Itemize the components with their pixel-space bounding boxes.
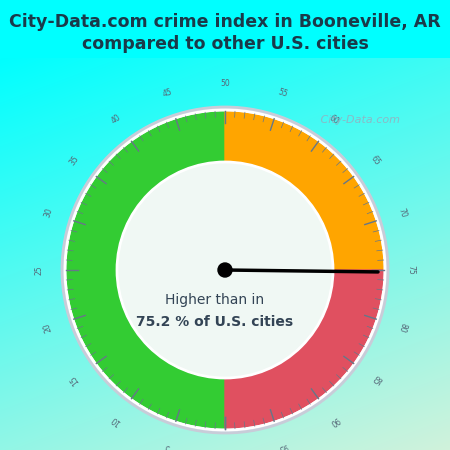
Text: 55: 55 (276, 87, 288, 99)
Circle shape (117, 162, 333, 378)
Text: 85: 85 (369, 373, 382, 386)
Text: 20: 20 (42, 321, 54, 333)
Circle shape (62, 107, 388, 433)
Text: 5: 5 (164, 442, 171, 450)
Bar (0, 0, 450, 58)
Text: 50: 50 (220, 80, 230, 89)
Text: 15: 15 (68, 373, 81, 386)
Polygon shape (225, 112, 383, 270)
Text: 65: 65 (369, 154, 382, 167)
Circle shape (218, 263, 232, 277)
Text: 75: 75 (406, 265, 415, 275)
Text: 45: 45 (162, 87, 174, 99)
Text: 90: 90 (328, 414, 341, 427)
Text: City-Data.com: City-Data.com (317, 115, 400, 125)
Text: compared to other U.S. cities: compared to other U.S. cities (81, 35, 369, 53)
Text: 75.2 % of U.S. cities: 75.2 % of U.S. cities (136, 315, 293, 329)
Text: 35: 35 (68, 154, 81, 167)
Circle shape (63, 108, 387, 432)
Text: 30: 30 (42, 207, 54, 219)
Text: Higher than in: Higher than in (166, 293, 265, 307)
Text: 95: 95 (276, 441, 288, 450)
Text: 40: 40 (109, 113, 122, 126)
Text: 10: 10 (109, 414, 122, 427)
Polygon shape (67, 112, 225, 428)
Text: City-Data.com crime index in Booneville, AR: City-Data.com crime index in Booneville,… (9, 13, 441, 31)
Text: 80: 80 (396, 321, 408, 333)
Text: 70: 70 (396, 207, 408, 219)
Text: 60: 60 (328, 113, 341, 126)
Text: 25: 25 (35, 265, 44, 275)
Polygon shape (225, 270, 383, 428)
